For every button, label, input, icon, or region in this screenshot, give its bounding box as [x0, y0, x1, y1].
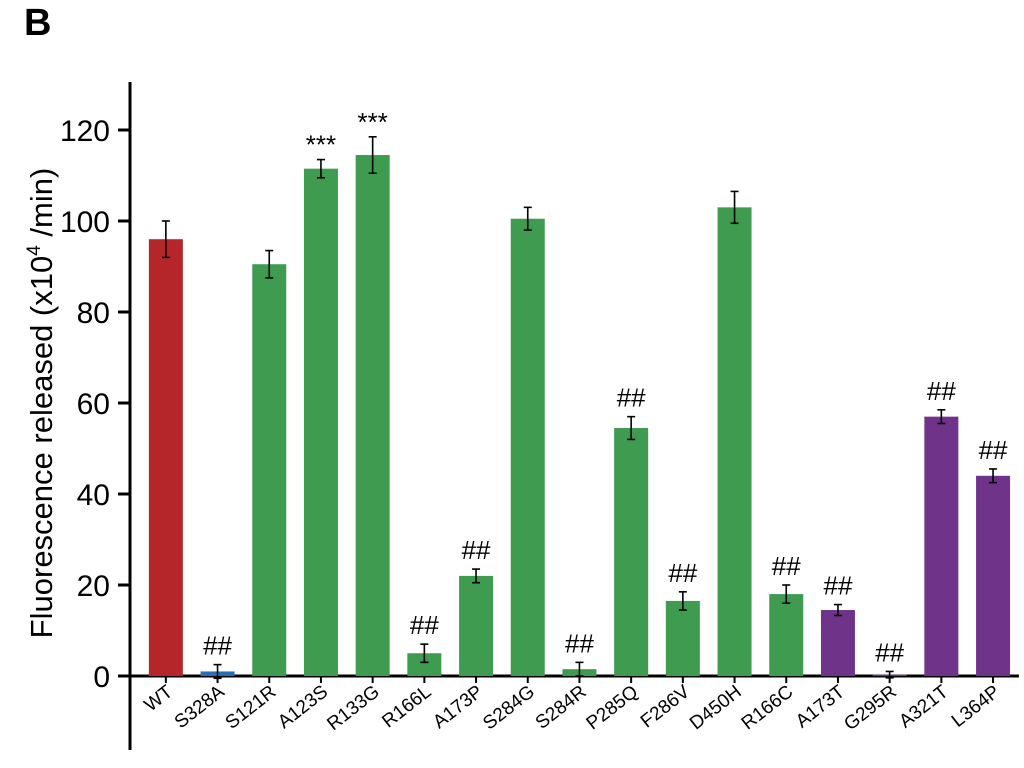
annotation-s328a: ## [203, 631, 232, 661]
error-bar-s121r [265, 249, 274, 279]
y-tick-label: 100 [60, 206, 110, 239]
error-bar-f286v [678, 591, 687, 611]
error-bar-p285q [627, 415, 636, 441]
error-bars [161, 136, 998, 680]
annotation-a321t: ## [927, 376, 956, 406]
bar-s284g [510, 218, 545, 676]
error-bar-s284r [575, 661, 584, 677]
category-label-r166l: R166L [378, 681, 435, 732]
bar-a321t [924, 416, 959, 676]
y-axis-label-tail: /min) [24, 168, 59, 246]
bar-d450h [717, 207, 752, 676]
significance-annotations: ## *** *** ## ## ## ## ## ## ## ## ## ## [203, 107, 1008, 668]
bar-p285q [614, 428, 649, 676]
panel-label: B [24, 2, 52, 44]
category-label-s284r: S284R [532, 681, 591, 733]
error-bar-d450h [730, 190, 739, 225]
bar-s121r [252, 264, 287, 676]
error-bar-r166l [420, 643, 429, 664]
annotation-r166c: ## [772, 551, 801, 581]
y-axis-label: Fluorescence released (x104 /min) [24, 168, 59, 639]
error-bar-l364p [989, 468, 998, 484]
category-label-g295r: G295R [840, 681, 900, 735]
bar-f286v [665, 600, 700, 676]
error-bar-g295r [885, 670, 894, 679]
error-bar-a173t [833, 603, 842, 617]
annotation-a173t: ## [823, 571, 852, 601]
bar-l364p [976, 475, 1011, 676]
category-label-r133g: R133G [323, 681, 383, 735]
error-bar-s328a [213, 663, 222, 680]
annotation-r166l: ## [410, 610, 439, 640]
category-labels: WTS328AS121RA123SR133GR166LA173PS284GS28… [141, 681, 1004, 735]
category-label-s284g: S284G [479, 681, 539, 734]
y-tick-label: 120 [60, 115, 110, 148]
annotation-a123s: *** [306, 130, 336, 160]
annotation-g295r: ## [875, 637, 904, 667]
annotation-p285q: ## [617, 383, 646, 413]
bar-r166l [407, 653, 442, 676]
bars [148, 155, 1011, 677]
category-label-f286v: F286V [637, 681, 694, 732]
bar-a173t [820, 610, 855, 676]
category-label-r166c: R166C [738, 681, 798, 734]
annotation-l364p: ## [979, 435, 1008, 465]
y-tick-label: 80 [77, 297, 110, 330]
y-axis-label-main: Fluorescence released (x10 [24, 256, 59, 639]
category-label-wt: WT [141, 681, 178, 716]
category-label-l364p: L364P [948, 681, 1004, 731]
bar-r133g [355, 155, 390, 676]
category-label-s328a: S328A [171, 681, 229, 733]
bar-a173p [459, 575, 494, 676]
category-label-d450h: D450H [686, 681, 746, 734]
annotation-s284r: ## [565, 628, 594, 658]
error-bar-a123s [316, 158, 325, 179]
category-label-a173t: A173T [792, 681, 849, 732]
bar-a123s [303, 168, 338, 677]
bar-wt [148, 239, 183, 676]
error-bar-r133g [368, 136, 377, 175]
error-bar-a173p [472, 568, 481, 584]
category-label-a173p: A173P [429, 681, 487, 733]
category-label-p285q: P285Q [583, 681, 643, 734]
y-axis: 0 20 40 60 80 100 120 [60, 82, 132, 750]
category-label-a321t: A321T [895, 681, 952, 732]
error-bar-s284g [523, 206, 532, 231]
category-label-s121r: S121R [222, 681, 281, 733]
bar-r166c [769, 594, 804, 676]
annotation-r133g: *** [357, 107, 387, 137]
y-tick-label: 40 [77, 479, 110, 512]
error-bar-wt [161, 220, 170, 259]
y-tick-label: 20 [77, 570, 110, 603]
y-tick-label: 60 [77, 388, 110, 421]
y-axis-label-superscript: 4 [24, 245, 45, 256]
y-tick-label: 0 [93, 661, 110, 694]
error-bar-r166c [782, 584, 791, 605]
annotation-f286v: ## [668, 558, 697, 588]
category-label-a123s: A123S [274, 681, 332, 733]
error-bar-a321t [937, 409, 946, 425]
annotation-a173p: ## [462, 535, 491, 565]
